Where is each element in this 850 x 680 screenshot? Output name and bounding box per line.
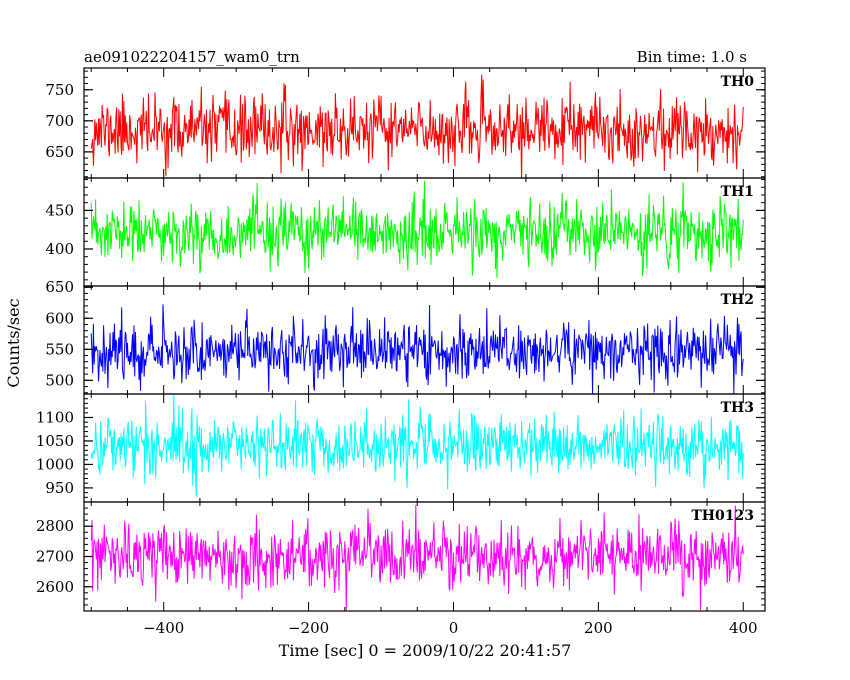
y-tick-label: 950 (45, 479, 74, 497)
x-tick-label: 200 (584, 619, 613, 637)
panel-label: TH2 (721, 292, 754, 308)
y-axis-label: Counts/sec (4, 298, 23, 387)
x-axis: −400 −200 0 200 400 (90, 68, 758, 637)
panel-th1: 400 450 TH1 (45, 177, 766, 287)
y-tick-label: 1000 (36, 455, 74, 473)
chart-title-right: Bin time: 1.0 s (637, 48, 747, 66)
y-tick-label: 650 (45, 278, 74, 296)
y-tick-label: 2600 (36, 578, 74, 596)
panel-th3: 950 1000 1050 1100 TH3 (36, 393, 766, 503)
y-tick-label: 2700 (36, 548, 74, 566)
panel-label: TH1 (721, 184, 754, 200)
panel-th2: 500 550 600 650 TH2 (45, 278, 766, 395)
y-tick-label: 1050 (36, 432, 74, 450)
panel-th0123: 2600 2700 2800 TH0123 (36, 501, 766, 612)
y-tick-label: 650 (45, 143, 74, 161)
panel-label: TH0 (721, 74, 755, 90)
y-tick-label: 600 (45, 309, 74, 327)
series-line-th3 (90, 394, 744, 497)
chart-title-left: ae091022204157_wam0_trn (84, 48, 300, 66)
panel-label: TH0123 (691, 508, 754, 524)
y-tick-label: 550 (45, 340, 74, 358)
series-line-th1 (90, 180, 744, 278)
x-tick-label: 0 (449, 619, 459, 637)
y-tick-label: 750 (45, 81, 74, 99)
x-axis-label: Time [sec] 0 = 2009/10/22 20:41:57 (279, 641, 572, 660)
panel-th0: 650 700 750 TH0 (45, 67, 766, 179)
series-line-th0123 (90, 505, 744, 611)
y-tick-label: 400 (45, 240, 74, 258)
x-tick-label: −400 (143, 619, 184, 637)
series-line-th2 (90, 304, 744, 394)
x-tick-label: −200 (288, 619, 329, 637)
panel-label: TH3 (721, 400, 754, 416)
y-tick-label: 450 (45, 201, 74, 219)
series-line-th0 (90, 74, 744, 178)
y-tick-label: 1100 (36, 408, 74, 426)
y-tick-label: 500 (45, 371, 74, 389)
y-tick-label: 2800 (36, 517, 74, 535)
y-tick-label: 700 (45, 112, 74, 130)
x-tick-label: 400 (729, 619, 758, 637)
panels-layer: 650 700 750 TH0 400 450 TH1 500 550 600 650 TH2 950 1… (36, 67, 766, 612)
